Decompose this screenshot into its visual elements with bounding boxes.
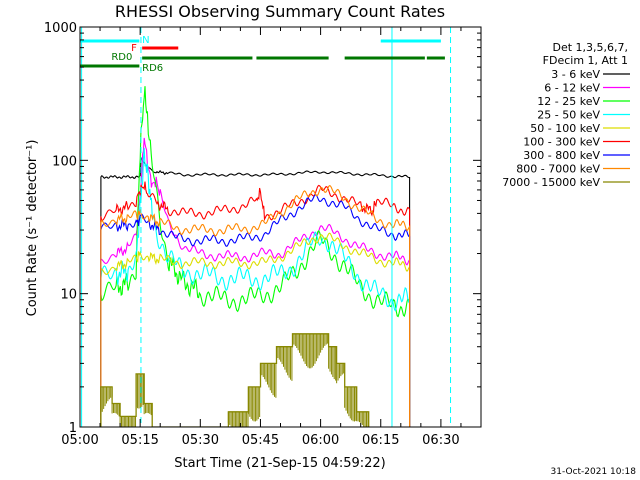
legend-entry-label: 12 - 25 keV xyxy=(537,95,600,108)
flare-flag-label: F xyxy=(131,43,137,54)
x-tick-label: 06:30 xyxy=(422,433,459,448)
legend-header: FDecim 1, Att 1 xyxy=(543,54,628,67)
legend-entry-label: 7000 - 15000 keV xyxy=(502,176,600,189)
series-line xyxy=(100,86,411,427)
series-line xyxy=(100,148,411,427)
x-tick-label: 05:15 xyxy=(121,433,158,448)
legend: Det 1,3,5,6,7,FDecim 1, Att 13 - 6 keV6 … xyxy=(502,41,630,189)
rd6-flag-label: RD6 xyxy=(142,63,163,74)
y-tick-label: 10 xyxy=(60,288,77,303)
series-line xyxy=(100,181,411,427)
x-tick-label: 05:30 xyxy=(182,433,219,448)
legend-entry-label: 100 - 300 keV xyxy=(523,136,600,149)
series-line xyxy=(100,137,411,427)
night-flag-label: N xyxy=(142,35,149,46)
y-axis-label: Count Rate (s⁻¹ detector⁻¹) xyxy=(25,140,40,317)
legend-entry-label: 800 - 7000 keV xyxy=(516,163,600,176)
y-tick-label: 1000 xyxy=(44,21,77,36)
legend-entry-label: 25 - 50 keV xyxy=(537,109,600,122)
series-line xyxy=(100,232,411,427)
y-tick-label: 1 xyxy=(69,421,77,436)
legend-entry-label: 50 - 100 keV xyxy=(530,122,600,135)
plot-frame xyxy=(79,26,482,428)
legend-entry-label: 6 - 12 keV xyxy=(544,82,600,95)
series-line xyxy=(100,184,411,427)
legend-entry-label: 3 - 6 keV xyxy=(551,68,600,81)
legend-entry-label: 300 - 800 keV xyxy=(523,149,600,162)
x-axis-label: Start Time (21-Sep-15 04:59:22) xyxy=(174,456,385,471)
series-layer xyxy=(100,86,411,427)
x-tick-label: 06:15 xyxy=(362,433,399,448)
x-tick-label: 05:45 xyxy=(242,433,279,448)
legend-header: Det 1,3,5,6,7, xyxy=(552,41,628,54)
footer-date: 31-Oct-2021 10:18 xyxy=(551,467,637,477)
x-tick-label: 06:00 xyxy=(302,433,339,448)
x-tick-label: 05:00 xyxy=(61,433,98,448)
series-line xyxy=(100,157,411,427)
axis-layer: 05:00 05:15 05:30 05:45 06:00 06:15 06:30 1 10 10… xyxy=(44,21,482,448)
rd0-flag-label: RD0 xyxy=(111,52,132,63)
series-line xyxy=(100,193,411,427)
chart-title: RHESSI Observing Summary Count Rates xyxy=(115,2,445,21)
y-tick-label: 100 xyxy=(52,154,77,169)
